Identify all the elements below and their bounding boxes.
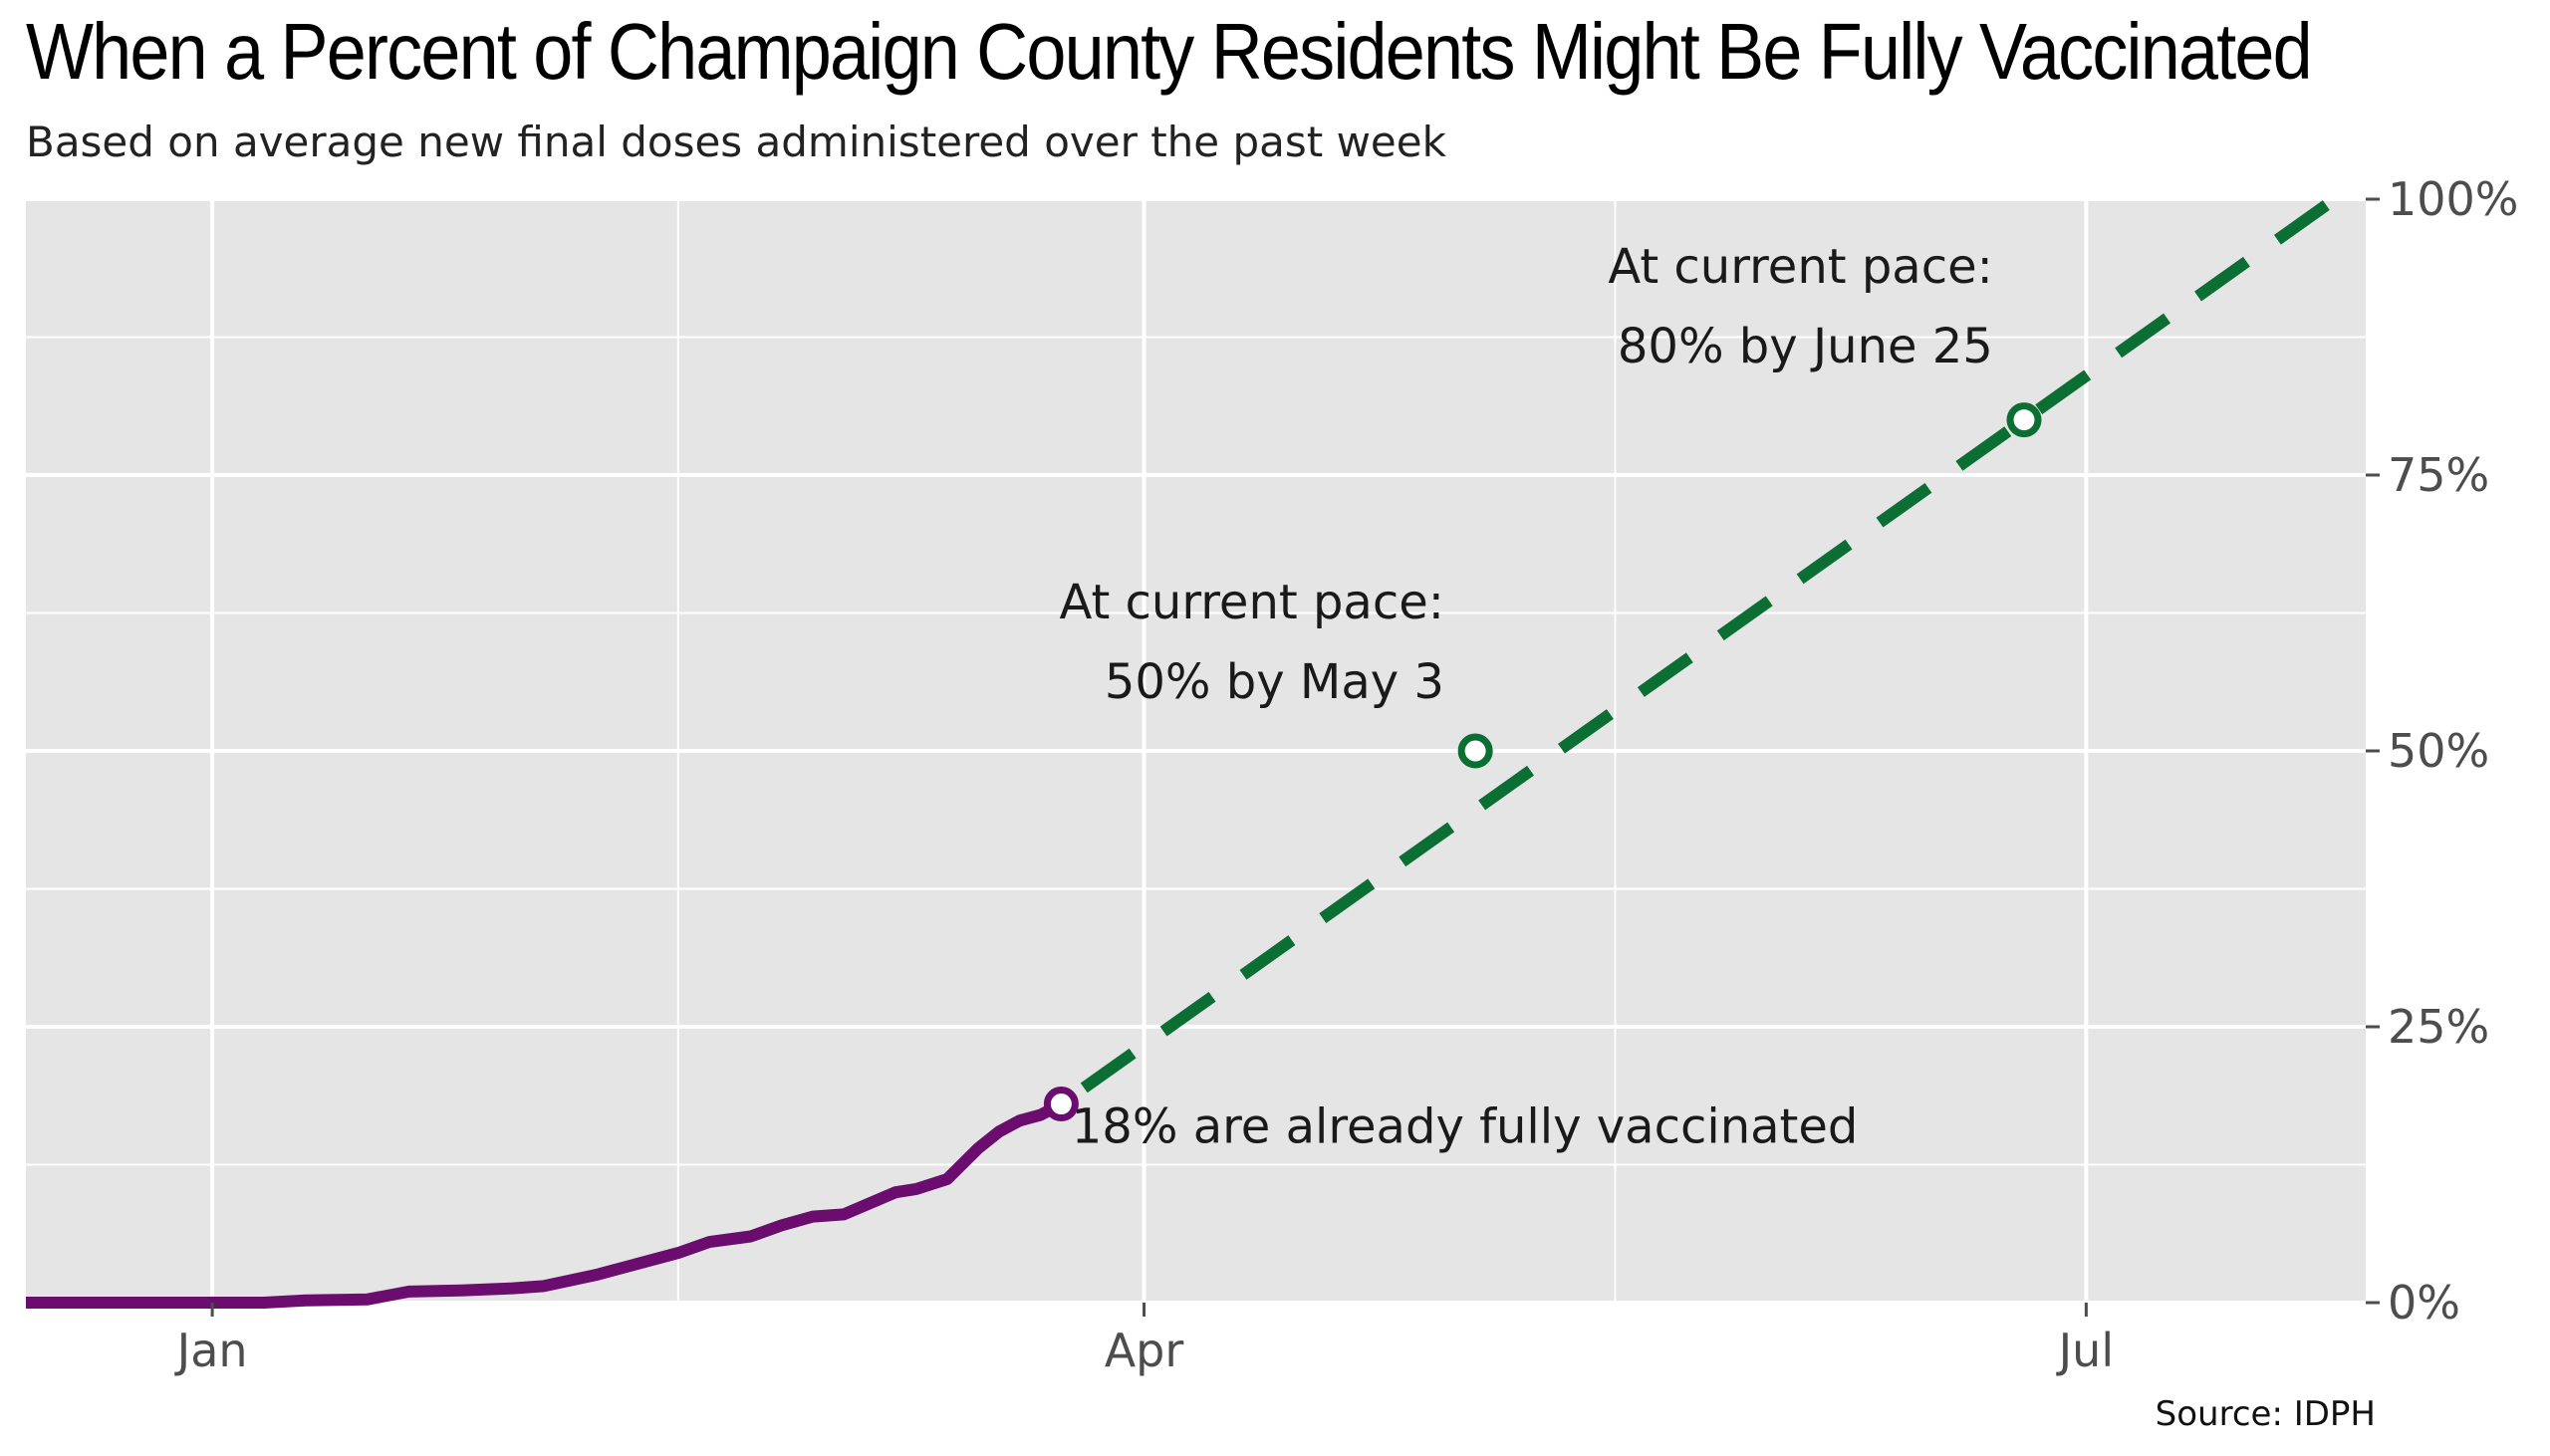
axes: 0% 25% 50% 75% 100% Jan Apr Jul <box>174 172 2519 1377</box>
annotation-label: 18% are already fully vaccinated <box>1072 1098 1859 1154</box>
x-tick-label: Jul <box>2056 1324 2115 1377</box>
point-markers <box>1043 402 2042 1122</box>
projection-point-marker <box>2006 402 2042 438</box>
y-tick-label: 100% <box>2388 172 2519 226</box>
projection-line <box>1057 194 2339 1109</box>
chart-subtitle: Based on average new final doses adminis… <box>26 118 1446 166</box>
projection-point-marker <box>1457 733 1493 769</box>
annotation-label: 80% by June 25 <box>1618 319 1993 374</box>
x-tick-label: Apr <box>1105 1324 1184 1377</box>
annotation-label: 50% by May 3 <box>1105 654 1444 710</box>
y-tick-label: 0% <box>2388 1276 2460 1330</box>
actual-vaccination-line <box>26 1098 1065 1309</box>
grid-lines <box>26 197 2366 1305</box>
source-caption: Source: IDPH <box>2155 1394 2376 1434</box>
series-lines <box>26 194 2339 1309</box>
annotations: 18% are already fully vaccinated At curre… <box>1059 239 1992 1154</box>
current-point-marker <box>1043 1087 1079 1122</box>
y-tick-label: 50% <box>2388 724 2489 778</box>
chart-title: When a Percent of Champaign County Resid… <box>26 7 2313 96</box>
annotation-label: At current pace: <box>1059 575 1443 630</box>
y-tick-label: 75% <box>2388 448 2489 502</box>
x-tick-label: Jan <box>174 1324 248 1377</box>
annotation-label: At current pace: <box>1608 239 1992 295</box>
y-tick-label: 25% <box>2388 1000 2489 1054</box>
